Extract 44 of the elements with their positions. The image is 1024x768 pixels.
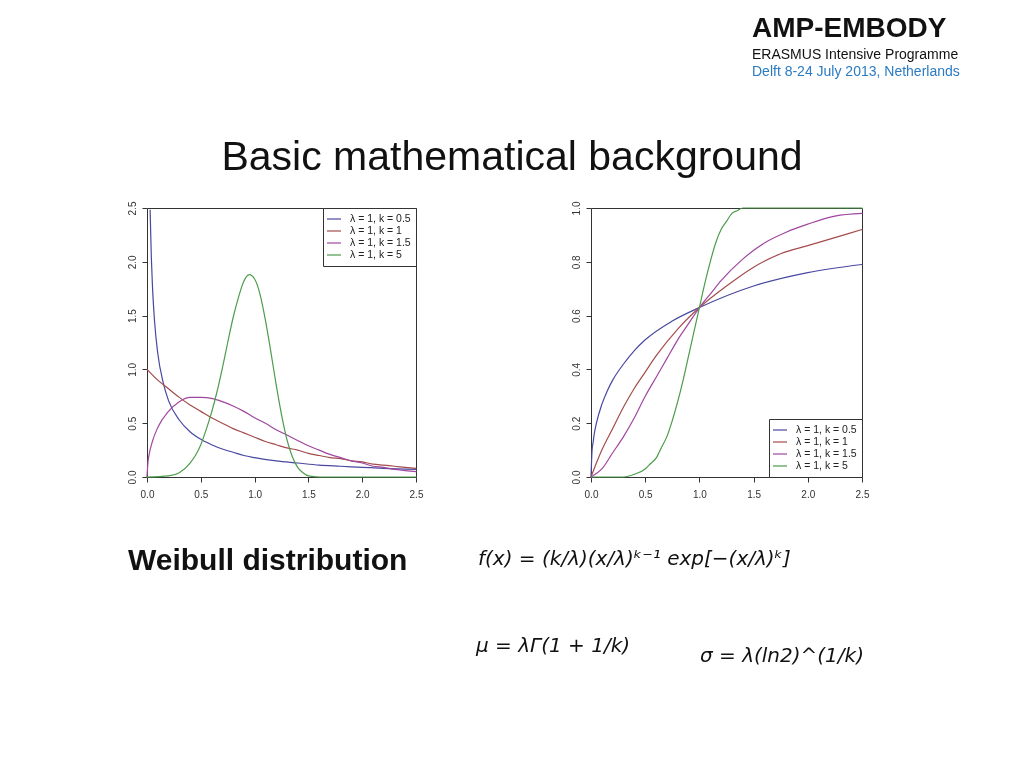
y-tick-label: 1.0 <box>126 362 138 377</box>
text: ERASMUS Intensive Programme <box>752 46 959 62</box>
x-tick-label: 1.5 <box>301 488 317 500</box>
y-tick-label: 1.0 <box>570 201 582 216</box>
y-tick-label: 2.5 <box>126 201 138 216</box>
text: Basic mathematical background <box>221 133 803 179</box>
text: σ = λ(ln2)^(1/k) <box>700 643 864 667</box>
legend-label: λ = 1, k = 5 <box>796 459 849 471</box>
legend-label: λ = 1, k = 0.5 <box>350 212 411 224</box>
line-series <box>146 274 417 478</box>
text: AMP-EMBODY <box>752 12 947 43</box>
text: f(x) = (k/λ)(x/λ)ᵏ⁻¹ exp[−(x/λ)ᵏ] <box>478 546 791 570</box>
y-tick-label: 0.5 <box>126 416 138 431</box>
x-tick-label: 1.0 <box>692 488 708 500</box>
x-tick-label: 2.0 <box>355 488 371 500</box>
x-tick-label: 1.5 <box>747 488 762 500</box>
x-tick-label: 2.5 <box>855 488 870 500</box>
line-series <box>146 396 417 478</box>
y-tick-label: 0.2 <box>570 416 582 431</box>
legend-label: λ = 1, k = 5 <box>350 248 403 260</box>
x-tick-label: 0.5 <box>638 488 654 500</box>
y-tick-label: 2.0 <box>126 254 138 270</box>
x-tick-label: 2.5 <box>409 488 424 500</box>
x-tick-label: 2.0 <box>801 488 816 500</box>
y-tick-label: 0.6 <box>570 308 582 324</box>
text: Delft 8-24 July 2013, Netherlands <box>752 63 960 79</box>
line-series <box>149 209 417 471</box>
legend-label: λ = 1, k = 1 <box>350 224 403 236</box>
text: μ = λΓ(1 + 1/k) <box>475 633 631 657</box>
x-tick-label: 1.0 <box>248 488 263 500</box>
y-tick-label: 0.4 <box>570 362 582 377</box>
y-tick-label: 0.8 <box>570 254 582 270</box>
x-tick-label: 0.5 <box>194 488 209 500</box>
line-series <box>146 368 417 469</box>
legend-label: λ = 1, k = 1 <box>796 435 849 447</box>
y-tick-label: 0.0 <box>126 470 138 485</box>
x-tick-label: 0.0 <box>140 488 155 500</box>
y-tick-label: 0.0 <box>570 470 582 485</box>
y-tick-label: 1.5 <box>126 308 138 324</box>
text: Weibull distribution <box>128 543 408 576</box>
legend-label: λ = 1, k = 1.5 <box>350 236 411 248</box>
legend-label: λ = 1, k = 1.5 <box>796 447 857 459</box>
legend-label: λ = 1, k = 0.5 <box>796 423 857 435</box>
x-tick-label: 0.0 <box>584 488 599 500</box>
